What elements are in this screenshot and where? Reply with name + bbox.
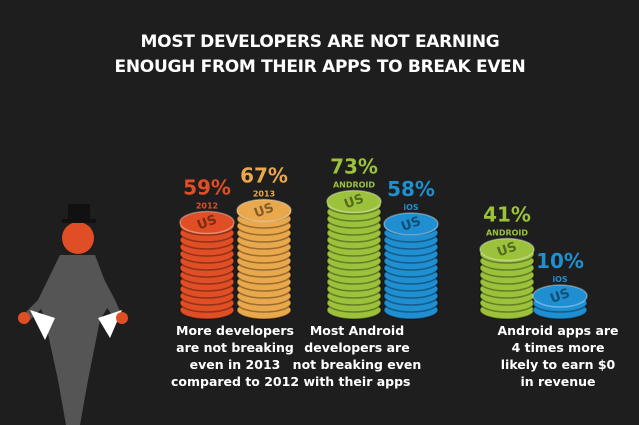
coin-top xyxy=(532,284,588,308)
coin-stack: US xyxy=(479,237,535,320)
coin-label: US xyxy=(495,240,519,261)
coin-top xyxy=(326,189,382,214)
coin-top xyxy=(179,210,235,235)
figure xyxy=(18,204,128,425)
value-label: 41% xyxy=(483,203,531,227)
category-label: 2012 xyxy=(196,202,218,211)
caption: More developers are not breaking even in… xyxy=(170,323,300,389)
coin-top xyxy=(383,212,439,236)
hat xyxy=(68,204,90,220)
hand xyxy=(116,312,128,324)
category-label: iOS xyxy=(552,275,568,284)
category-label: ANDROID xyxy=(486,229,528,238)
value-label: 73% xyxy=(330,155,378,179)
coin-label: US xyxy=(342,192,366,213)
pocket xyxy=(30,310,55,340)
coin-stack: US xyxy=(236,198,292,320)
head xyxy=(62,222,94,254)
caption: Most Android developers are not breaking… xyxy=(292,323,422,389)
category-label: ANDROID xyxy=(333,181,375,190)
category-label: 2013 xyxy=(253,190,275,199)
value-label: 59% xyxy=(183,176,231,200)
coin-label: US xyxy=(399,214,423,235)
coin-label: US xyxy=(252,201,276,222)
value-label: 10% xyxy=(536,249,584,273)
coin-label: US xyxy=(195,213,219,234)
hand xyxy=(18,312,30,324)
arm xyxy=(95,262,125,322)
coin-top xyxy=(479,237,535,262)
hat-brim xyxy=(62,219,96,223)
coin-label: US xyxy=(548,286,572,307)
coin-stack: US xyxy=(326,189,382,320)
coin-top xyxy=(236,198,292,223)
caption: Android apps are 4 times more likely to … xyxy=(497,323,619,389)
coin-stack: US xyxy=(179,210,235,320)
body xyxy=(38,255,112,425)
pocket xyxy=(98,310,122,338)
category-label: iOS xyxy=(403,203,419,212)
coin-stack: US xyxy=(383,212,439,320)
coin-stack: US xyxy=(532,284,588,320)
title: MOST DEVELOPERS ARE NOT EARNING ENOUGH F… xyxy=(114,32,526,77)
value-label: 67% xyxy=(240,164,288,188)
value-label: 58% xyxy=(387,177,435,201)
